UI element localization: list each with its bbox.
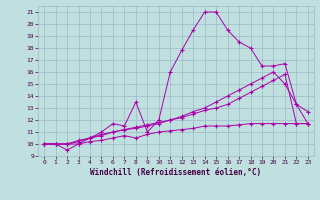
- X-axis label: Windchill (Refroidissement éolien,°C): Windchill (Refroidissement éolien,°C): [91, 168, 261, 177]
